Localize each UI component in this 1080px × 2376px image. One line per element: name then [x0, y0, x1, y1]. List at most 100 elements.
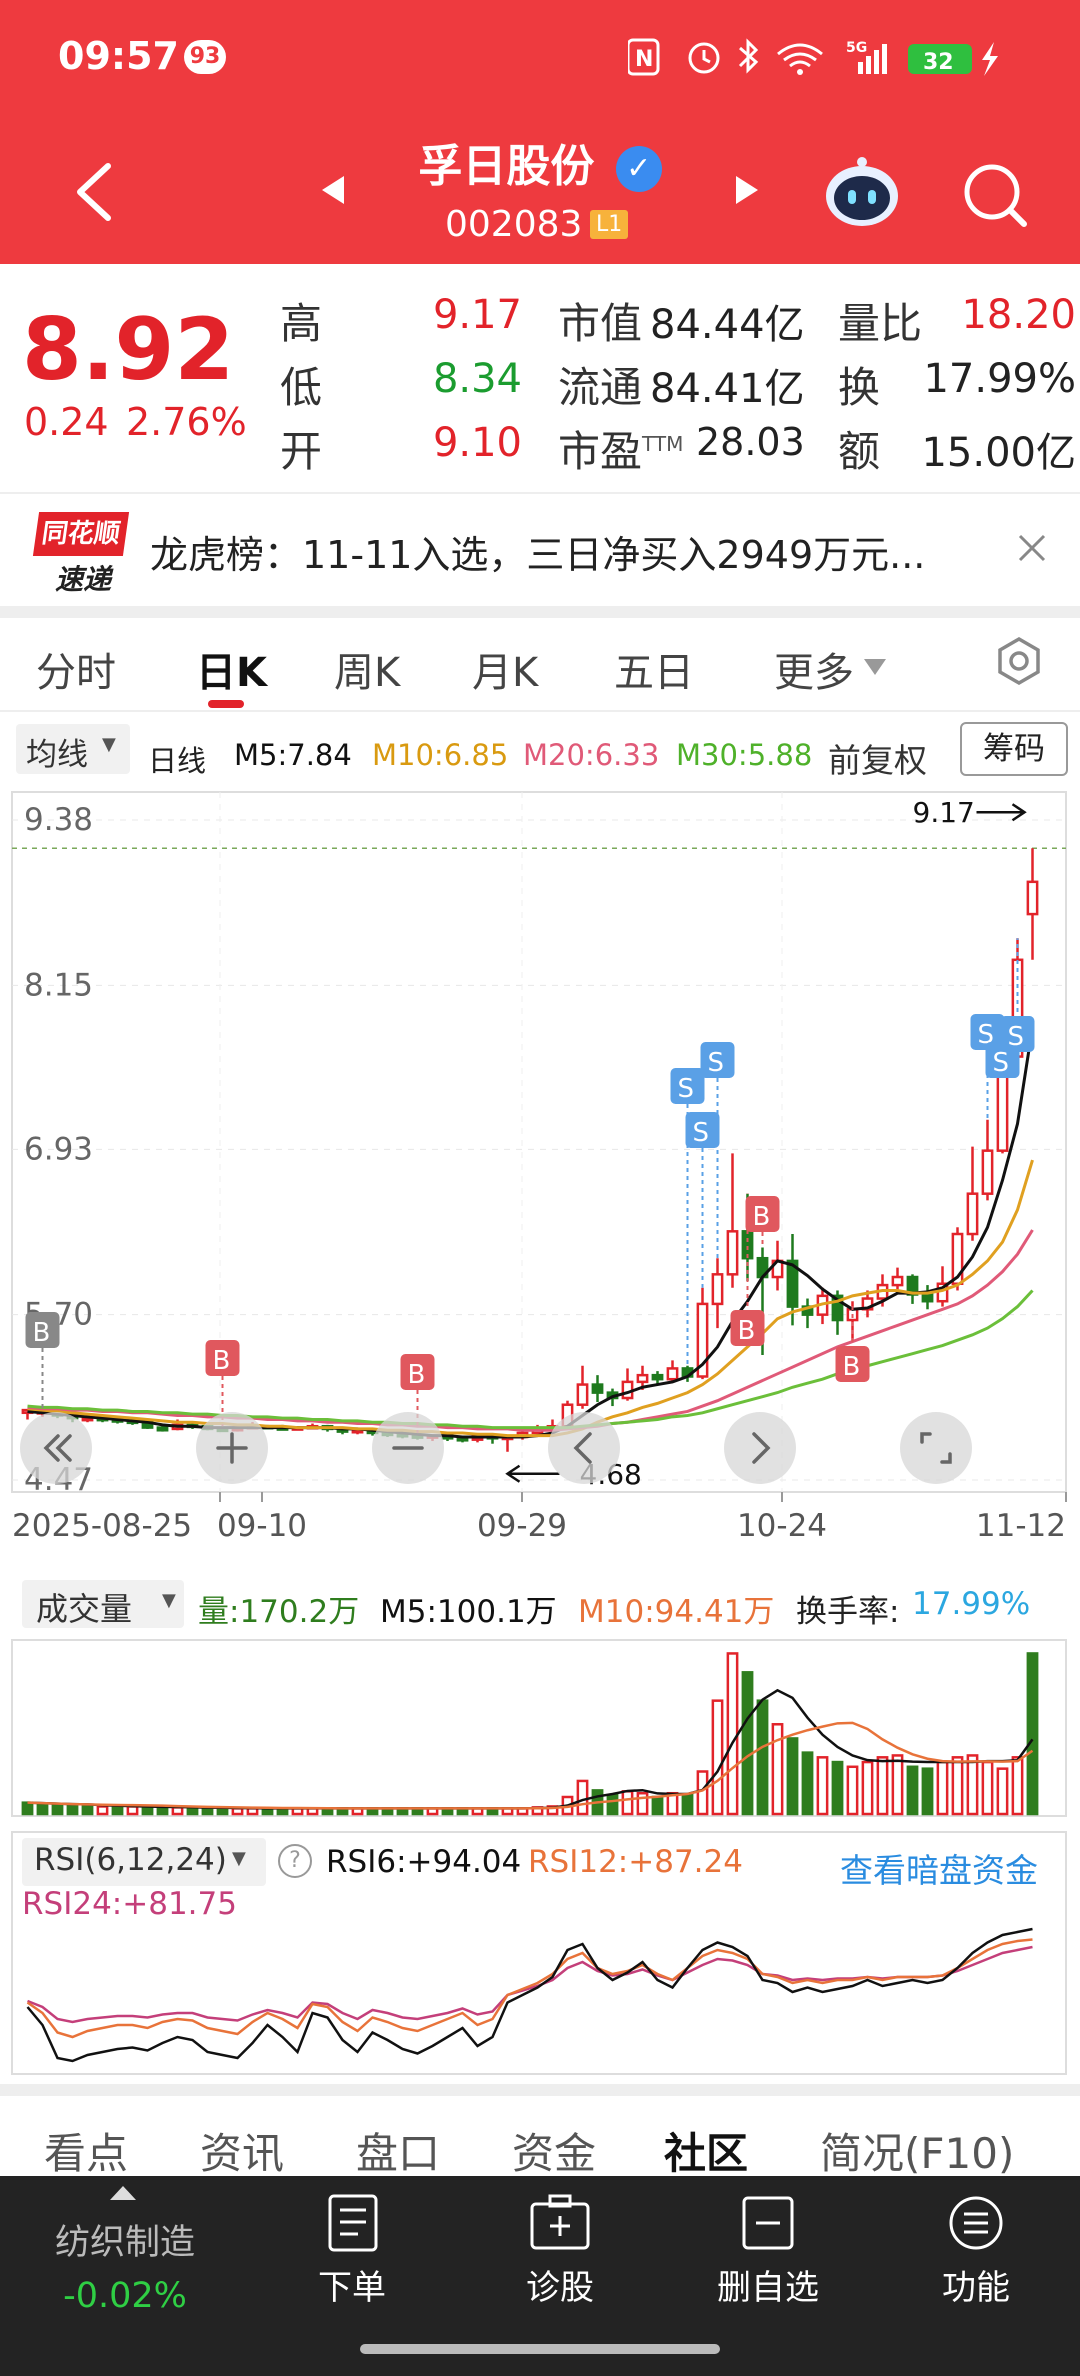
chips-button[interactable]: 筹码 — [960, 722, 1068, 776]
adjust-mode[interactable]: 前复权 — [828, 741, 927, 780]
volume-bar — [711, 1699, 724, 1816]
ma-period: 日线 — [148, 744, 207, 778]
home-indicator — [360, 2344, 720, 2354]
tab-1[interactable]: 日K — [196, 650, 267, 696]
volume-bar — [81, 1804, 94, 1816]
ttm-label: TTM — [642, 432, 684, 456]
volume-chart[interactable] — [0, 1638, 1080, 1818]
battery-level: 32 — [923, 50, 954, 75]
volume-bar — [861, 1760, 874, 1816]
volume-bar — [786, 1737, 799, 1816]
volume-bar — [51, 1803, 64, 1816]
info-tab-5[interactable]: 简况(F10) — [820, 2129, 1015, 2178]
candle-body — [636, 1373, 649, 1384]
volume-bar — [876, 1756, 889, 1816]
tab-0[interactable]: 分时 — [36, 650, 116, 696]
alarm-icon — [688, 42, 720, 74]
trade-marker-label: B — [753, 1202, 771, 1232]
quote-value: 9.17 — [432, 292, 522, 338]
search-icon[interactable] — [960, 160, 1030, 230]
order-label: 下单 — [318, 2268, 386, 2308]
signal-5g-label: 5G — [846, 40, 867, 56]
fullscreen-icon — [900, 1412, 972, 1484]
chevron-down-icon: ▼ — [162, 1590, 176, 1611]
zoom-out-button — [372, 1412, 444, 1484]
volume-bar — [921, 1767, 934, 1816]
prev-stock-icon[interactable] — [318, 172, 348, 208]
ma10-value: M10:6.85 — [372, 738, 509, 772]
stock-title: 孚日股份 ✓ — [0, 130, 1080, 194]
news-headline[interactable]: 龙虎榜：11-11入选，三日净买入2949万元... — [150, 533, 926, 577]
rsi6-line — [26, 1927, 1033, 2063]
chevron-down-icon: ▼ — [232, 1848, 246, 1869]
news-logo-top: 同花顺 — [32, 512, 130, 556]
volume-bar — [66, 1804, 79, 1816]
ma-selector-label: 均线 — [26, 737, 88, 773]
quote-label: 市盈TTM — [558, 427, 684, 476]
trade-marker — [400, 1354, 435, 1390]
info-tab-1[interactable]: 资讯 — [200, 2129, 285, 2178]
settings-icon[interactable] — [994, 636, 1044, 686]
pan-right-icon — [724, 1412, 796, 1484]
close-icon[interactable] — [1016, 532, 1048, 564]
nfc-icon — [628, 38, 660, 76]
x-tick-label: 11-12 — [976, 1508, 1066, 1544]
help-icon[interactable]: ? — [278, 1844, 312, 1878]
fullscreen-button — [900, 1412, 972, 1484]
info-tab-3[interactable]: 资金 — [512, 2129, 597, 2178]
tab-2[interactable]: 周K — [334, 650, 401, 696]
volume-bar — [816, 1756, 829, 1816]
volume-bar — [171, 1806, 184, 1816]
trade-marker — [970, 1014, 1005, 1050]
header: 09:57 93 N 5G 32 孚日股份 ✓ 002083 L1 — [0, 0, 1080, 264]
charging-icon — [982, 42, 998, 76]
tab-3[interactable]: 月K — [472, 650, 539, 696]
volume-selector[interactable]: 成交量 ▼ — [22, 1580, 184, 1628]
info-tab-0[interactable]: 看点 — [44, 2129, 129, 2178]
volume-bar — [156, 1806, 169, 1816]
rsi24-value: RSI24:+81.75 — [22, 1886, 237, 1922]
verified-icon: ✓ — [615, 146, 662, 192]
candle-body — [966, 1192, 979, 1236]
rsi-selector[interactable]: RSI(6,12,24) ▼ — [22, 1838, 266, 1886]
arrow-right-icon — [976, 803, 1027, 822]
quote-value: 28.03 — [696, 420, 805, 464]
trade-marker — [730, 1310, 765, 1346]
trade-marker — [700, 1042, 735, 1078]
index-name[interactable]: 纺织制造 — [54, 2223, 195, 2263]
back-icon[interactable] — [70, 160, 120, 224]
rsi-selector-label: RSI(6,12,24) — [34, 1842, 227, 1878]
trade-marker — [670, 1068, 705, 1104]
diagnose-button[interactable]: 诊股 — [496, 2190, 624, 2309]
volume-bar — [891, 1754, 904, 1816]
volume-bar — [906, 1765, 919, 1816]
tab-4[interactable]: 五日 — [614, 650, 694, 696]
current-price: 8.92 — [22, 300, 235, 400]
candle-body — [1026, 880, 1039, 916]
svg-text:N: N — [635, 47, 653, 72]
chevron-up-icon[interactable] — [108, 2182, 138, 2202]
robot-assistant-icon[interactable] — [820, 152, 904, 232]
info-tab-2[interactable]: 盘口 — [356, 2129, 441, 2178]
dark-pool-link[interactable]: 查看暗盘资金 — [840, 1851, 1038, 1890]
volume-bar — [651, 1795, 664, 1816]
x-tick-label: 2025-08-25 — [12, 1508, 192, 1544]
chevron-down-icon[interactable] — [862, 657, 888, 677]
price-change-pct: 2.76% — [126, 400, 247, 444]
quote-value: 84.44亿 — [650, 302, 805, 348]
tab-5[interactable]: 更多 — [774, 650, 854, 696]
kline-chart[interactable]: 9.388.156.935.704.479.174.68BBBSSSBBBSSS… — [0, 790, 1080, 1550]
info-tab-4[interactable]: 社区 — [664, 2129, 749, 2178]
turnover-value: 17.99% — [912, 1586, 1031, 1622]
trade-marker-label: B — [843, 1352, 861, 1382]
next-stock-icon[interactable] — [732, 172, 762, 208]
ma-selector[interactable]: 均线 ▼ — [16, 724, 130, 774]
order-button[interactable]: 下单 — [288, 2190, 416, 2309]
remove-watchlist-button[interactable]: 删自选 — [704, 2190, 832, 2309]
active-tab-indicator — [208, 700, 244, 708]
quote-value: 15.00亿 — [921, 430, 1076, 476]
rsi-chart[interactable] — [0, 1830, 1080, 2080]
volume-bar — [771, 1723, 784, 1816]
functions-button[interactable]: 功能 — [912, 2190, 1040, 2309]
quote-value: 9.10 — [432, 420, 522, 466]
